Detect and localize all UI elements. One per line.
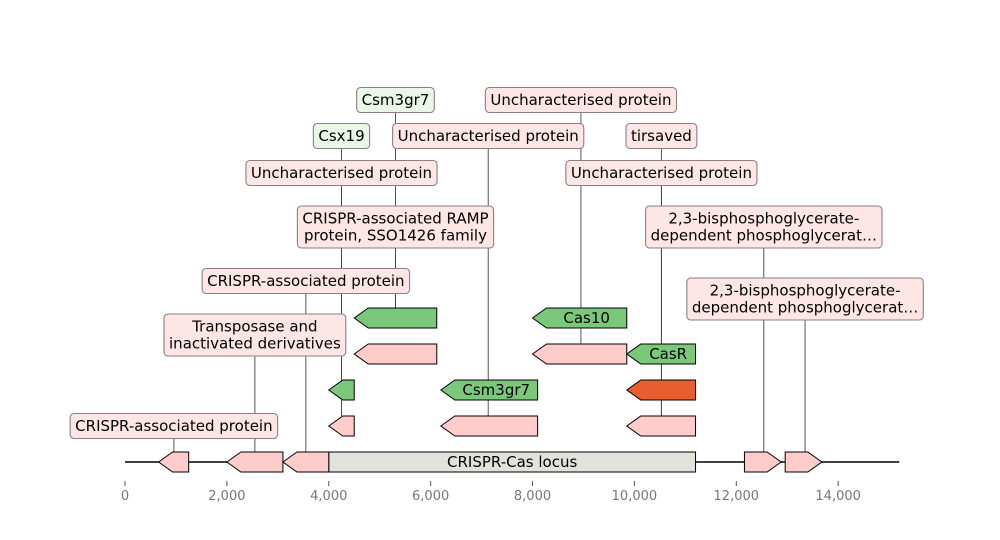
- x-tick-label-4000: 4,000: [310, 489, 347, 504]
- gene-feature-f3: [282, 451, 330, 473]
- crispr-cas-locus-label: CRISPR-Cas locus: [447, 453, 577, 471]
- annotation-box: [645, 205, 883, 249]
- annotation-box: [484, 86, 678, 114]
- annotation-box: [356, 86, 435, 114]
- annotation-text: dependent phosphoglycerat…: [692, 299, 918, 317]
- annotation-box: [686, 277, 924, 321]
- x-tick-label-2000: 2,000: [208, 489, 245, 504]
- annotation-text: 2,3-bisphosphoglycerate-: [668, 210, 859, 228]
- gene-feature-f1: [157, 451, 190, 473]
- gene-label-f10: Csm3gr7: [462, 381, 530, 399]
- annotation-box: [296, 205, 495, 249]
- gene-feature-f6: [327, 415, 355, 437]
- annotation-text: inactivated derivatives: [169, 335, 341, 353]
- gene-label-f16: Cas10: [563, 309, 610, 327]
- annotation-a1: CRISPR-associated protein: [69, 412, 279, 440]
- annotation-text: 2,3-bisphosphoglycerate-: [710, 282, 901, 300]
- x-tick-label-6000: 6,000: [412, 489, 449, 504]
- x-tick-label-14000: 14,000: [815, 489, 861, 504]
- annotation-box: [163, 313, 347, 357]
- x-axis: 0 2,000 4,000 6,000 8,000 10,000 12,000 14,000: [121, 481, 861, 504]
- annotation-box: [392, 122, 585, 150]
- annotation-text: Uncharacterised protein: [251, 164, 432, 182]
- annotation-a6: Csx19: [312, 122, 371, 150]
- gene-feature-f7: [439, 415, 539, 437]
- gene-feature-f16: [531, 307, 628, 329]
- gene-feature-f13: [531, 343, 628, 365]
- gene-label-f14: CasR: [649, 345, 687, 363]
- annotation-text: protein, SSO1426 family: [304, 227, 487, 245]
- gene-feature-f4: [743, 451, 782, 473]
- annotation-box: [201, 267, 411, 295]
- gene-feature-f10: [439, 379, 539, 401]
- annotation-a10: Uncharacterised protein: [565, 159, 758, 187]
- features-layer: CRISPR-Cas locus Csm3gr7 CasR Cas10: [157, 307, 823, 473]
- gene-feature-f14: [625, 343, 697, 365]
- gene-feature-f8: [625, 415, 697, 437]
- annotation-box: [625, 122, 698, 150]
- annotation-a13: 2,3-bisphosphoglycerate-dependent phosph…: [686, 277, 924, 321]
- annotation-box: [69, 412, 279, 440]
- x-tick-label-10000: 10,000: [612, 489, 658, 504]
- gene-feature-f9: [327, 379, 355, 401]
- annotation-a9: Uncharacterised protein: [484, 86, 678, 114]
- gene-feature-f5: [784, 451, 823, 473]
- annotation-text: Transposase and: [191, 318, 317, 336]
- gene-feature-f11: [625, 379, 697, 401]
- annotation-text: Uncharacterised protein: [398, 127, 579, 145]
- annotation-a5: Uncharacterised protein: [245, 159, 438, 187]
- annotation-box: [565, 159, 758, 187]
- annotation-a7: Csm3gr7: [356, 86, 435, 114]
- gene-feature-f15: [353, 307, 438, 329]
- annotation-text: Csm3gr7: [362, 91, 430, 109]
- gene-feature-f2: [226, 451, 284, 473]
- annotation-text: tirsaved: [631, 127, 692, 145]
- annotation-a8: Uncharacterised protein: [392, 122, 585, 150]
- annotation-text: CRISPR-associated protein: [75, 417, 272, 435]
- annotation-text: Csx19: [318, 127, 364, 145]
- annotation-box: [312, 122, 371, 150]
- x-tick-label-12000: 12,000: [714, 489, 760, 504]
- annotation-a3: CRISPR-associated protein: [201, 267, 411, 295]
- annotation-a11: tirsaved: [625, 122, 698, 150]
- annotation-text: Uncharacterised protein: [490, 91, 671, 109]
- annotation-text: Uncharacterised protein: [571, 164, 752, 182]
- x-tick-label-0: 0: [121, 489, 129, 504]
- annotation-text: CRISPR-associated RAMP: [302, 210, 488, 228]
- annotation-text: CRISPR-associated protein: [207, 272, 404, 290]
- annotation-a12: 2,3-bisphosphoglycerate-dependent phosph…: [645, 205, 883, 249]
- annotation-box: [245, 159, 438, 187]
- annotations-layer: CRISPR-associated protein Transposase and…: [69, 86, 924, 440]
- x-tick-label-8000: 8,000: [514, 489, 551, 504]
- gene-feature-f12: [353, 343, 438, 365]
- annotation-text: dependent phosphoglycerat…: [651, 227, 877, 245]
